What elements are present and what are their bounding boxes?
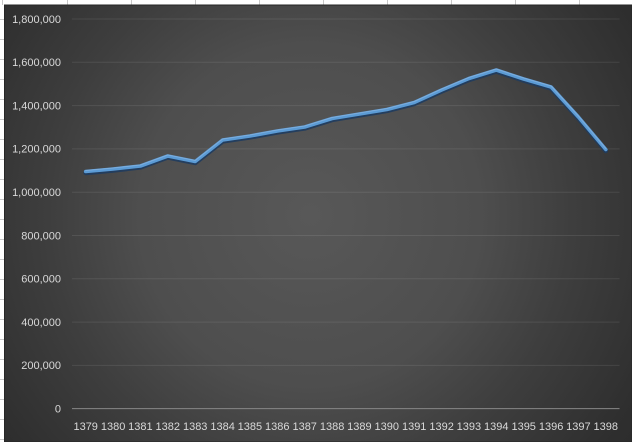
svg-text:1383: 1383: [183, 421, 207, 433]
svg-text:1392: 1392: [429, 421, 453, 433]
svg-text:0: 0: [55, 403, 61, 415]
svg-text:1379: 1379: [73, 421, 97, 433]
svg-text:1,800,000: 1,800,000: [12, 14, 61, 26]
svg-text:1396: 1396: [539, 421, 563, 433]
svg-text:1384: 1384: [210, 421, 234, 433]
svg-text:1390: 1390: [375, 421, 399, 433]
svg-text:1386: 1386: [265, 421, 289, 433]
svg-text:1387: 1387: [292, 421, 316, 433]
svg-text:1397: 1397: [566, 421, 590, 433]
svg-text:1382: 1382: [156, 421, 180, 433]
svg-text:1398: 1398: [594, 421, 618, 433]
svg-text:1388: 1388: [320, 421, 344, 433]
svg-text:800,000: 800,000: [21, 230, 61, 242]
svg-text:400,000: 400,000: [21, 317, 61, 329]
svg-text:1380: 1380: [101, 421, 125, 433]
svg-text:1,400,000: 1,400,000: [12, 100, 61, 112]
svg-text:1,000,000: 1,000,000: [12, 187, 61, 199]
svg-text:1,600,000: 1,600,000: [12, 57, 61, 69]
svg-text:1385: 1385: [238, 421, 262, 433]
svg-text:600,000: 600,000: [21, 274, 61, 286]
svg-text:1381: 1381: [128, 421, 152, 433]
svg-text:1391: 1391: [402, 421, 426, 433]
svg-text:1393: 1393: [457, 421, 481, 433]
svg-text:1394: 1394: [484, 421, 508, 433]
svg-text:1395: 1395: [511, 421, 535, 433]
svg-text:200,000: 200,000: [21, 360, 61, 372]
svg-text:1,200,000: 1,200,000: [12, 144, 61, 156]
svg-text:1389: 1389: [347, 421, 371, 433]
